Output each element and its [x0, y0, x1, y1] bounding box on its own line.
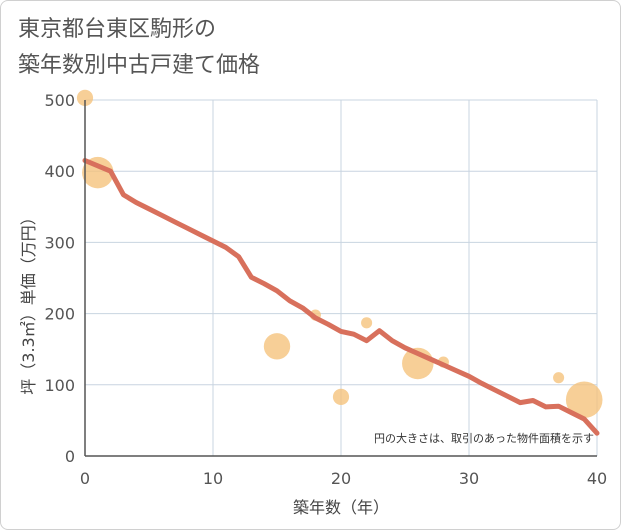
chart-title: 東京都台東区駒形の 築年数別中古戸建て価格	[18, 12, 260, 84]
x-tick-label-0: 0	[80, 469, 90, 488]
x-tick-label-10: 10	[203, 469, 223, 488]
y-tick-label-0: 0	[65, 447, 75, 466]
bubble-point-9	[565, 381, 603, 419]
bubble-point-2	[263, 333, 291, 360]
bubble-point-5	[361, 317, 373, 329]
chart-title-line-2: 築年数別中古戸建て価格	[18, 53, 261, 78]
x-tick-label-30: 30	[459, 469, 479, 488]
x-tick-label-20: 20	[331, 469, 351, 488]
bubble-point-8	[553, 372, 565, 384]
y-axis-label: 坪（3.3㎡）単価（万円）	[19, 209, 38, 394]
bubble-point-4	[332, 388, 350, 406]
bubble-series	[76, 89, 603, 419]
bubble-point-0	[76, 89, 94, 106]
size-annotation: 円の大きさは、取引のあった物件面積を示す	[374, 431, 594, 445]
x-axis-label: 築年数（年）	[293, 498, 389, 517]
y-tick-label-500: 500	[44, 91, 75, 110]
y-tick-label-100: 100	[44, 376, 75, 395]
y-tick-label-400: 400	[44, 162, 75, 181]
y-tick-label-200: 200	[44, 305, 75, 324]
y-tick-label-300: 300	[44, 233, 75, 252]
chart-title-line-1: 東京都台東区駒形の	[18, 17, 217, 42]
trend-line	[82, 158, 600, 436]
x-tick-label-40: 40	[587, 469, 607, 488]
